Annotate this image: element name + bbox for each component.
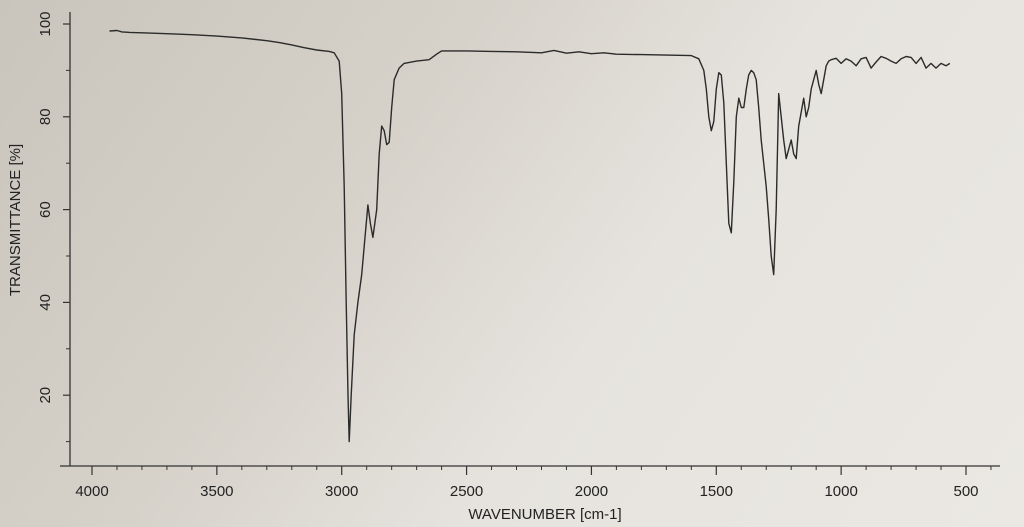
plot-area [109, 29, 951, 443]
y-tick-label: 80 [37, 108, 54, 125]
x-tick-label: 3500 [200, 483, 233, 500]
x-tick-label: 3000 [325, 483, 358, 500]
x-tick-label: 4000 [75, 483, 108, 500]
x-tick-label: 1500 [700, 483, 733, 500]
y-tick-label: 100 [37, 11, 54, 36]
y-ticks: 20 40 60 80 100 [37, 11, 70, 443]
x-tick-label: 2500 [450, 483, 483, 500]
y-tick-label: 20 [37, 387, 54, 404]
y-tick-label: 40 [37, 294, 54, 311]
x-axis-title: WAVENUMBER [cm-1] [468, 506, 621, 523]
x-tick-label: 1000 [824, 483, 857, 500]
axes [60, 12, 1000, 467]
y-tick-label: 60 [37, 201, 54, 218]
y-axis-title: TRANSMITTANCE [%] [7, 144, 24, 296]
spectrum-line [109, 29, 951, 443]
x-tick-label: 2000 [575, 483, 608, 500]
x-tick-label: 500 [953, 483, 978, 500]
x-ticks: 4000 3500 3000 2500 2000 1500 1000 500 [75, 466, 992, 500]
